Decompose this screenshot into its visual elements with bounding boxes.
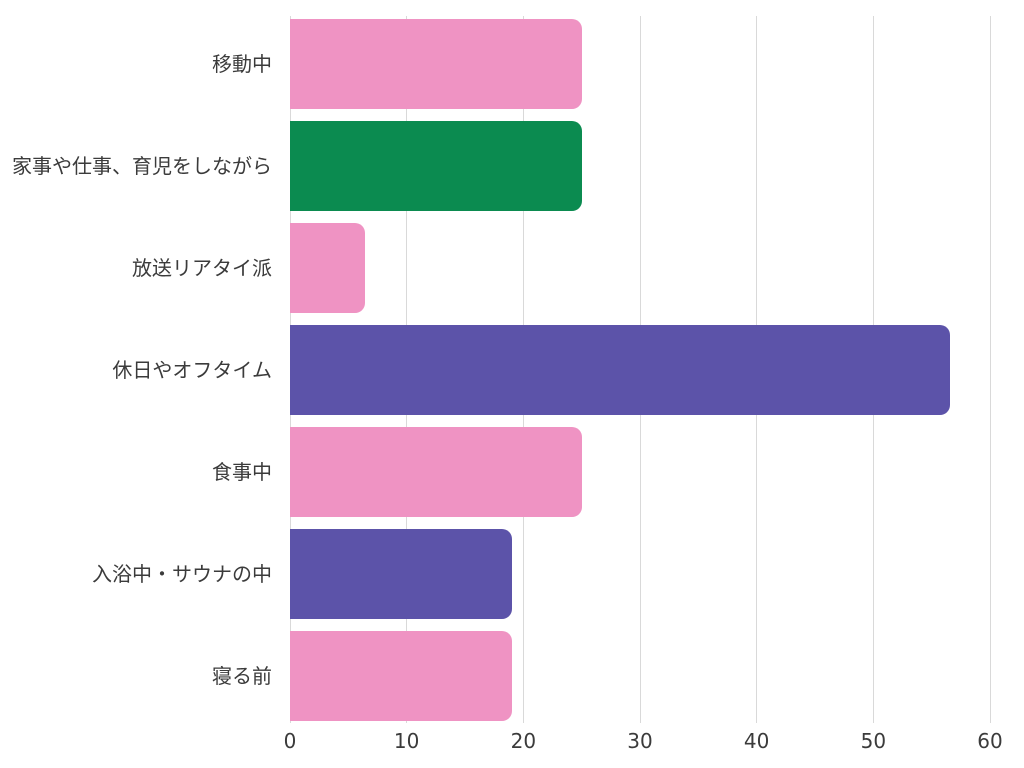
- category-label-0: 移動中: [212, 51, 272, 76]
- category-label-5: 入浴中・サウナの中: [92, 561, 272, 586]
- x-axis-tick-label-0: 0: [283, 729, 297, 753]
- bar-6: [290, 631, 512, 721]
- bar-3: [290, 325, 951, 415]
- bar-5: [290, 529, 512, 619]
- category-label-4: 食事中: [212, 459, 272, 484]
- category-label-3: 休日やオフタイム: [112, 357, 272, 382]
- bar-1: [290, 121, 582, 211]
- category-label-6: 寝る前: [212, 663, 272, 688]
- x-axis-tick-label-20: 20: [510, 729, 537, 753]
- bar-0: [290, 19, 582, 109]
- bar-4: [290, 427, 582, 517]
- category-label-2: 放送リアタイ派: [132, 255, 272, 280]
- gridline-x-60: [989, 16, 991, 723]
- x-axis-tick-label-50: 50: [860, 729, 887, 753]
- x-axis-tick-label-60: 60: [977, 729, 1003, 753]
- bar-2: [290, 223, 365, 313]
- category-label-1: 家事や仕事、育児をしながら: [12, 153, 272, 178]
- x-axis-tick-label-30: 30: [627, 729, 653, 753]
- x-axis-tick-label-10: 10: [393, 729, 420, 753]
- x-axis-tick-label-40: 40: [743, 729, 770, 753]
